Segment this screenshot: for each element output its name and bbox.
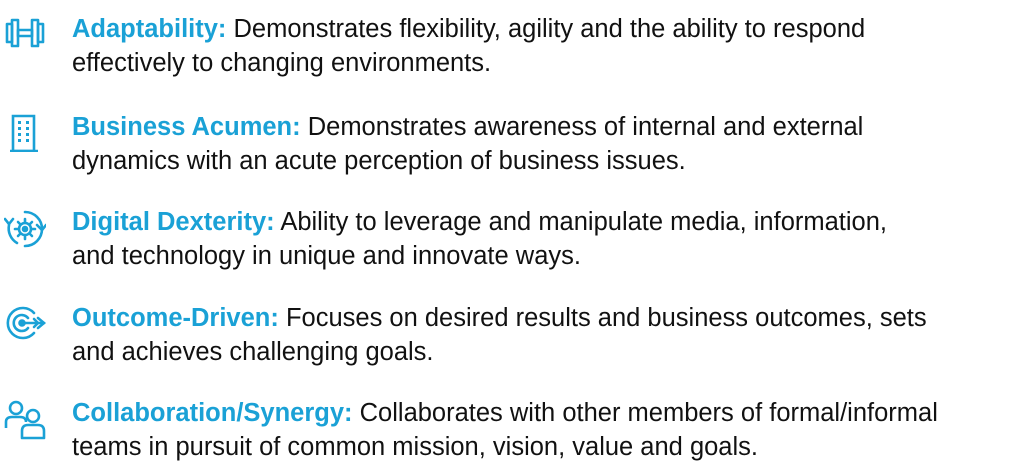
item-description-line1: Focuses on desired results and business … — [285, 304, 927, 332]
item-text: Outcome-Driven: Focuses on desired resul… — [72, 301, 1017, 369]
item-description-line2: and technology in unique and innovate wa… — [72, 242, 581, 270]
item-description-line1: Demonstrates flexibility, agility and th… — [233, 15, 866, 43]
item-term: Digital Dexterity: — [72, 208, 275, 236]
item-description-line2: and achieves challenging goals. — [72, 338, 434, 366]
people-icon — [4, 398, 46, 440]
item-term: Business Acumen: — [72, 113, 301, 141]
item-term: Adaptability: — [72, 15, 227, 43]
item-term: Collaboration/Synergy: — [72, 399, 353, 427]
target-arrow-icon — [4, 302, 46, 344]
item-description-line2: dynamics with an acute perception of bus… — [72, 147, 686, 175]
item-term: Outcome-Driven: — [72, 304, 279, 332]
item-description-line1: Demonstrates awareness of internal and e… — [307, 113, 864, 141]
item-description-line2: teams in pursuit of common mission, visi… — [72, 433, 758, 461]
item-text: Digital Dexterity: Ability to leverage a… — [72, 205, 1017, 273]
dumbbell-icon — [4, 12, 46, 54]
item-description-line1: Collaborates with other members of forma… — [359, 399, 938, 427]
building-icon — [4, 110, 46, 152]
item-text: Business Acumen: Demonstrates awareness … — [72, 110, 1017, 178]
item-description-line2: effectively to changing environments. — [72, 49, 492, 77]
item-description-line1: Ability to leverage and manipulate media… — [280, 208, 887, 236]
item-text: Adaptability: Demonstrates flexibility, … — [72, 12, 1017, 80]
gear-cycle-icon — [4, 208, 46, 250]
item-text: Collaboration/Synergy: Collaborates with… — [72, 396, 1017, 464]
